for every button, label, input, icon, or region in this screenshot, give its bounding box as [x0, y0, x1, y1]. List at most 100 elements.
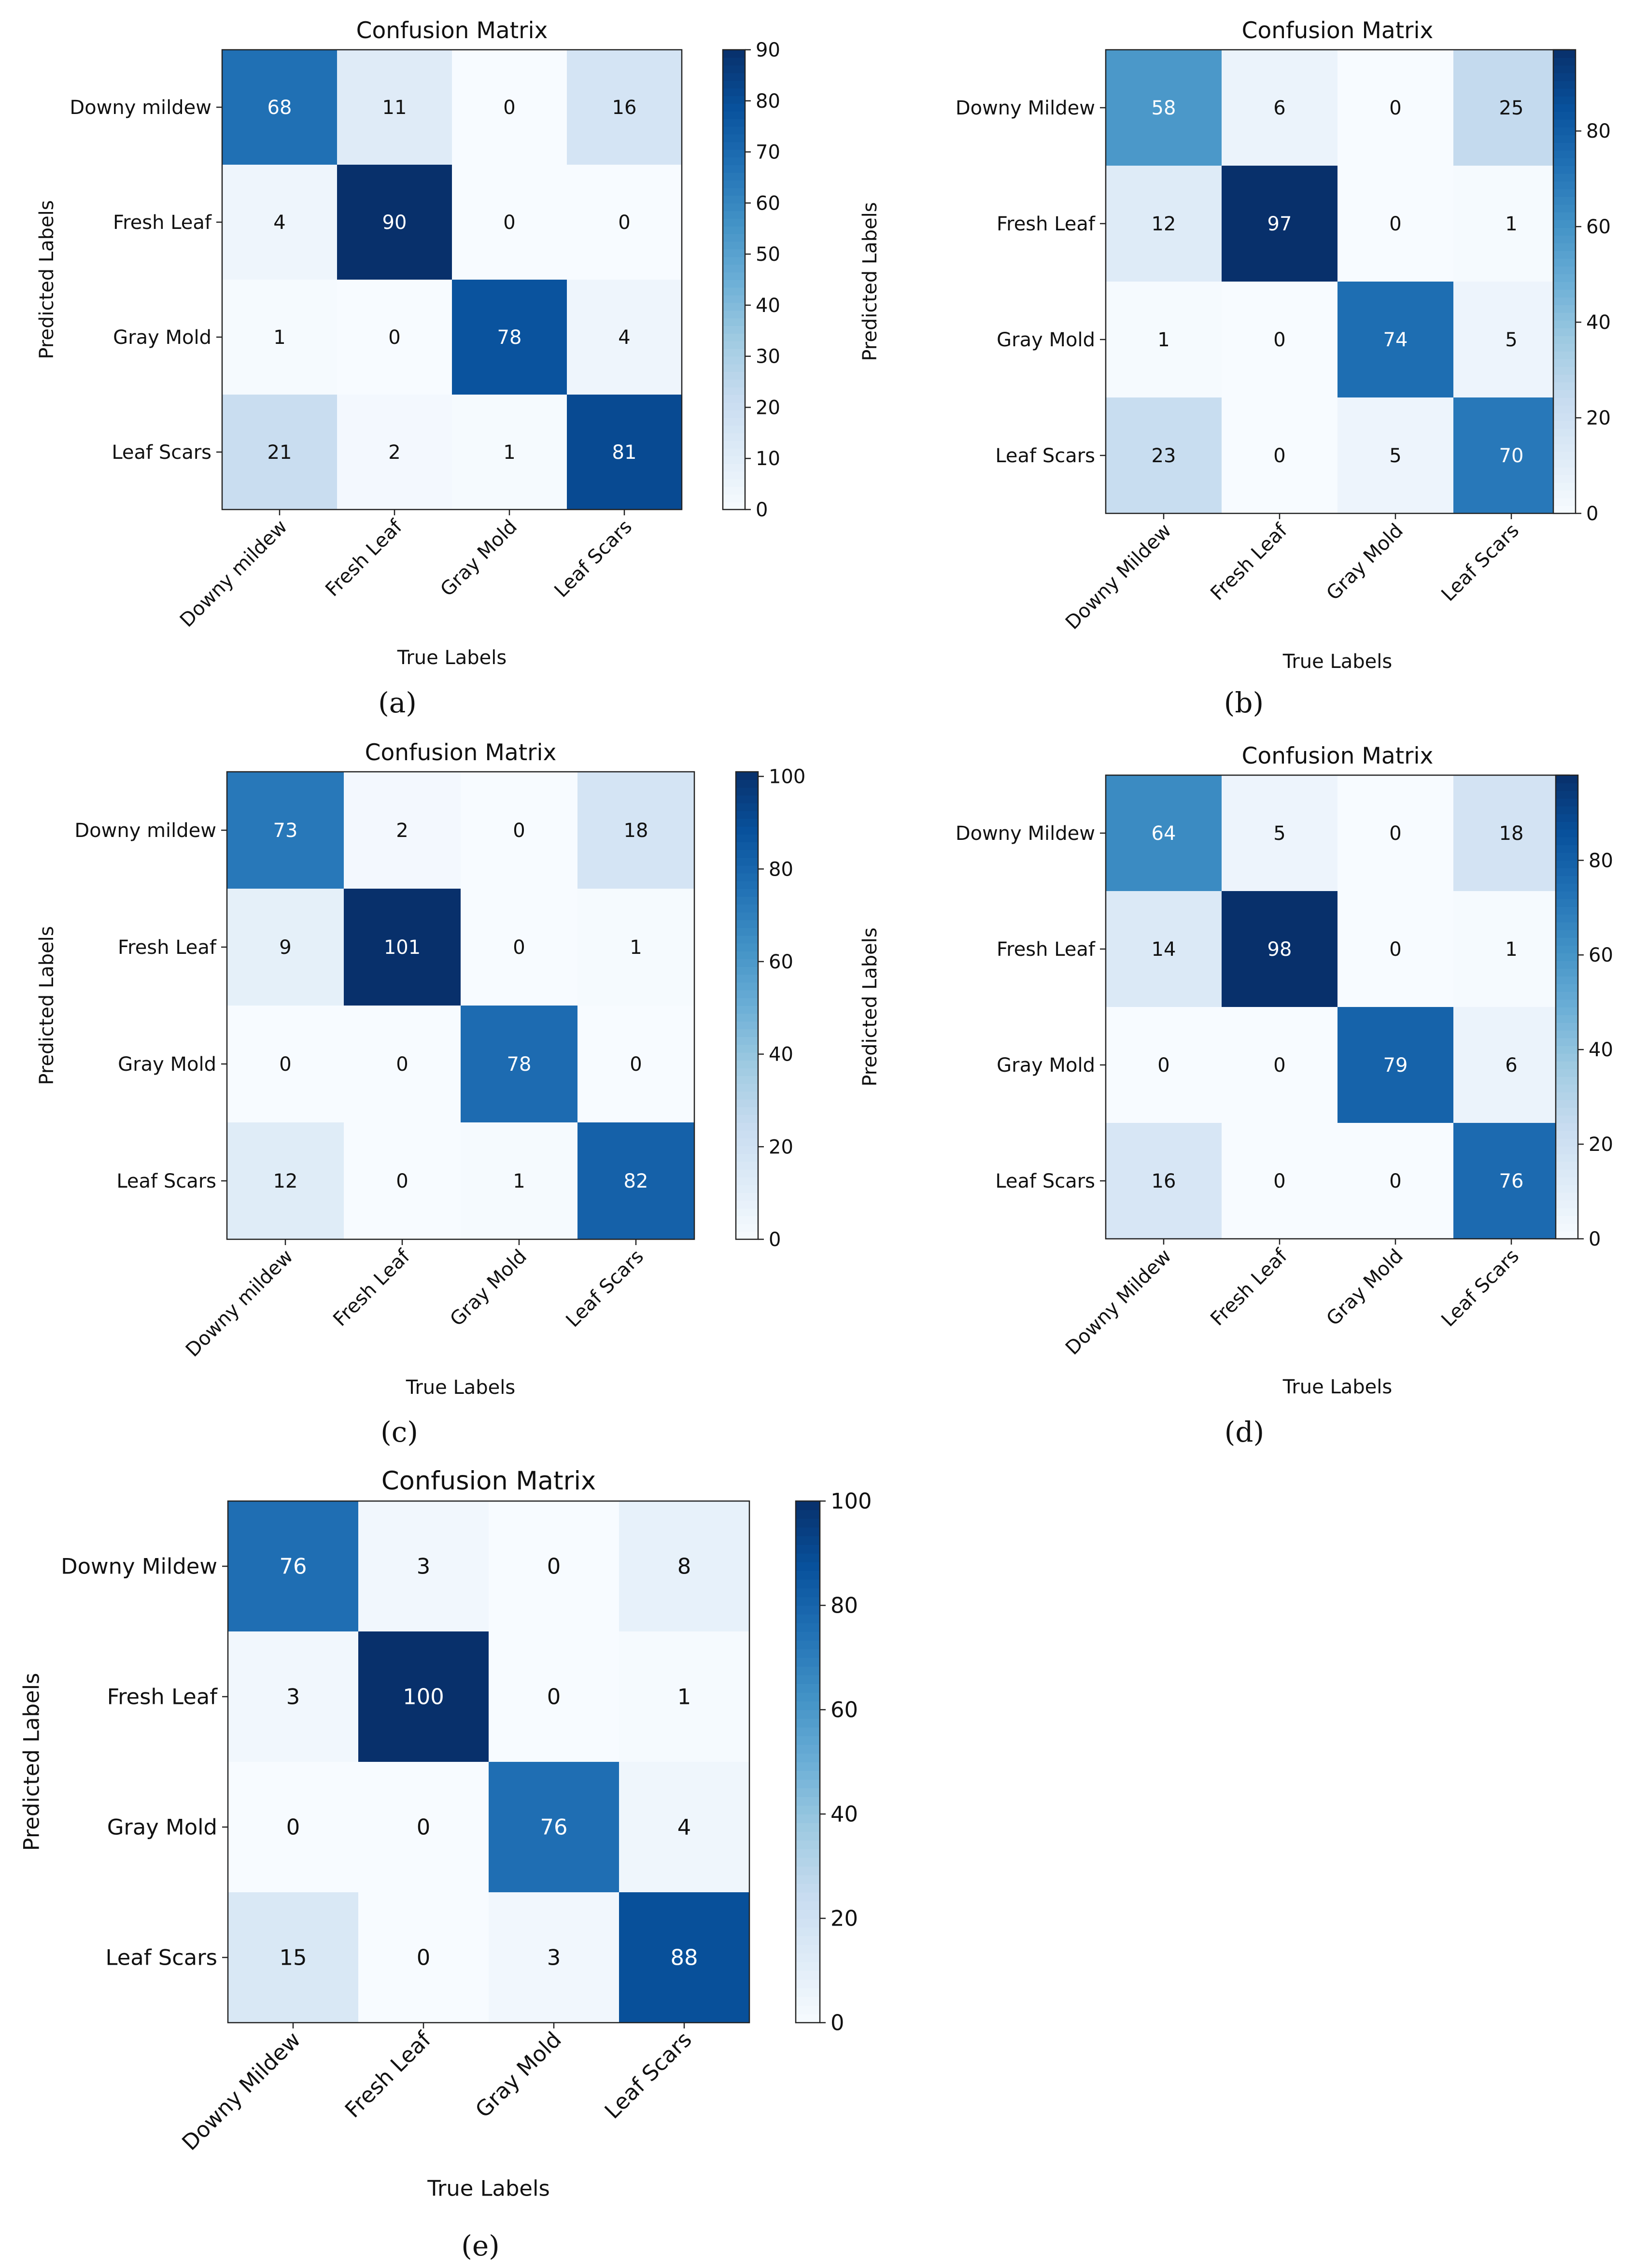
colorbar-segment	[723, 187, 745, 196]
colorbar-segment	[1556, 1107, 1578, 1116]
cell-value: 0	[396, 1170, 408, 1192]
colorbar-segment	[723, 203, 745, 211]
colorbar-segment	[736, 1153, 758, 1162]
colorbar-segment	[1553, 96, 1576, 104]
matrix-cell	[227, 1122, 344, 1239]
colorbar-segment	[796, 1875, 820, 1884]
cell-value: 0	[1157, 1054, 1169, 1077]
colorbar-segment	[1553, 452, 1576, 460]
colorbar-segment	[1553, 428, 1576, 437]
colorbar-segment	[796, 1744, 820, 1754]
colorbar-segment	[1556, 1162, 1578, 1170]
colorbar-segment	[736, 1106, 758, 1115]
cell-value: 16	[612, 97, 637, 119]
colorbar-segment	[736, 1076, 758, 1084]
colorbar-segment	[723, 395, 745, 403]
matrix-cell	[344, 772, 461, 889]
colorbar-segment	[1553, 482, 1576, 491]
colorbar-segment	[796, 1701, 820, 1710]
colorbar-segment	[723, 348, 745, 357]
colorbar-tick-label: 0	[769, 1229, 781, 1251]
matrix-cell	[452, 165, 567, 280]
colorbar-segment	[1553, 81, 1576, 89]
colorbar-segment	[796, 1718, 820, 1728]
x-tick-label: Fresh Leaf	[340, 2026, 436, 2123]
cell-value: 73	[273, 820, 298, 842]
colorbar-segment	[723, 463, 745, 472]
colorbar-segment	[1553, 158, 1576, 166]
colorbar-segment	[796, 1692, 820, 1701]
matrix-cell	[452, 395, 567, 510]
y-tick-label: Gray Mold	[118, 1053, 216, 1076]
cell-value: 21	[267, 441, 292, 464]
colorbar-segment	[796, 1944, 820, 1954]
colorbar-segment	[796, 1736, 820, 1745]
cell-value: 0	[1389, 822, 1401, 845]
colorbar-segment	[1556, 1123, 1578, 1131]
colorbar-tick-label: 60	[831, 1697, 858, 1723]
x-tick-label: Leaf Scars	[550, 516, 636, 602]
chart-title: Confusion Matrix	[1242, 743, 1434, 769]
matrix-cell	[1222, 891, 1337, 1007]
colorbar-segment	[1553, 258, 1576, 267]
matrix-cell	[1106, 1007, 1222, 1123]
colorbar-segment	[723, 103, 745, 112]
colorbar-segment	[1553, 166, 1576, 174]
colorbar-segment	[1553, 189, 1576, 197]
cell-value: 0	[513, 820, 525, 842]
colorbar-tick-label: 70	[756, 142, 780, 164]
colorbar-segment	[1556, 829, 1578, 837]
colorbar-segment	[723, 371, 745, 380]
colorbar-segment	[736, 990, 758, 998]
colorbar-segment	[723, 410, 745, 418]
cell-value: 18	[1499, 822, 1524, 845]
matrix-cell	[1106, 397, 1222, 513]
colorbar-segment	[796, 1666, 820, 1675]
panel-caption: (c)	[380, 1416, 418, 1448]
plot-frame	[226, 771, 695, 1240]
colorbar-segment	[796, 1857, 820, 1867]
colorbar-segment	[1553, 204, 1576, 213]
panel-caption: (a)	[378, 686, 417, 719]
matrix-cell	[1106, 1123, 1222, 1239]
matrix-cell	[337, 165, 452, 280]
colorbar-segment	[736, 974, 758, 983]
x-axis-label: True Labels	[427, 2175, 550, 2201]
colorbar-segment	[723, 111, 745, 119]
colorbar-segment	[1553, 235, 1576, 243]
matrix-cell	[1222, 50, 1337, 166]
matrix-cell	[344, 1122, 461, 1239]
matrix-cell	[1337, 282, 1453, 397]
cell-value: 100	[403, 1684, 444, 1710]
colorbar-segment	[723, 333, 745, 341]
matrix-cell	[1453, 282, 1569, 397]
colorbar-segment	[796, 1501, 820, 1510]
cell-value: 0	[503, 97, 515, 119]
colorbar-segment	[736, 810, 758, 819]
matrix-cell	[1453, 775, 1569, 891]
cell-value: 0	[547, 1684, 561, 1710]
matrix-cell	[461, 1122, 577, 1239]
colorbar-segment	[1556, 1077, 1578, 1085]
matrix-cell	[1453, 397, 1569, 513]
colorbar-segment	[723, 241, 745, 250]
matrix-cell	[1453, 1007, 1569, 1123]
colorbar-tick-label: 60	[1589, 944, 1613, 966]
colorbar-segment	[723, 486, 745, 495]
colorbar-segment	[1556, 899, 1578, 907]
colorbar-segment	[736, 880, 758, 889]
y-tick-label: Fresh Leaf	[118, 936, 217, 959]
x-tick-label: Fresh Leaf	[1206, 1245, 1292, 1330]
colorbar-segment	[1556, 845, 1578, 853]
colorbar-segment	[1556, 837, 1578, 845]
colorbar-segment	[1556, 783, 1578, 791]
colorbar-segment	[736, 780, 758, 788]
cell-value: 97	[1267, 213, 1292, 235]
colorbar-segment	[736, 912, 758, 921]
colorbar-segment	[1556, 822, 1578, 830]
colorbar-segment	[736, 1146, 758, 1154]
colorbar-segment	[1556, 1038, 1578, 1046]
colorbar-segment	[796, 1684, 820, 1693]
x-tick-label: Downy mildew	[176, 516, 292, 632]
